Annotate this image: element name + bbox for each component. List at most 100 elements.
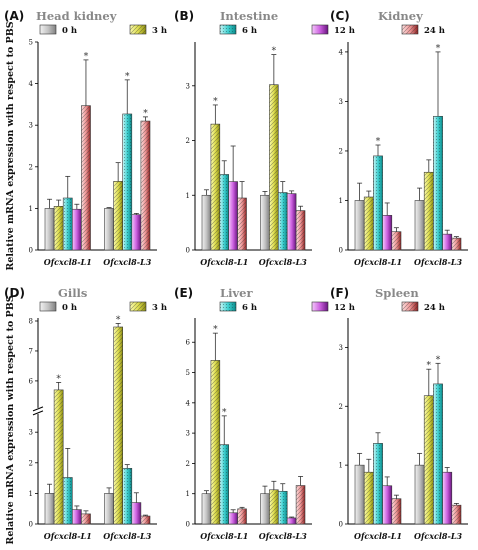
legend-item: 24 h [401, 24, 445, 36]
bar [72, 208, 82, 251]
bar-pattern [373, 155, 383, 250]
significance-marker: * [272, 47, 277, 57]
significance-marker: * [436, 355, 441, 365]
bar-pattern [140, 121, 150, 250]
chart-panel: (F) Spleen 0 1 2 3 Ofcxcl8-L1 Ofcxcl8-L3 * * [330, 286, 468, 541]
bar [131, 502, 142, 525]
significance-marker: * [222, 408, 227, 418]
panel-letter: (A) [4, 9, 24, 23]
y-tick-label: 3 [29, 122, 33, 130]
legend-label: 12 h [334, 26, 355, 36]
bar [260, 194, 270, 251]
bar-pattern [210, 360, 220, 524]
bar [286, 517, 297, 525]
bar-pattern [237, 198, 247, 250]
significance-marker: * [84, 52, 89, 62]
bar-pattern [364, 472, 374, 524]
bar-pattern [122, 468, 132, 524]
panel-letter: (D) [4, 286, 25, 300]
bar [442, 471, 453, 525]
chart-panel: (B) Intestine 0 1 2 3 Ofcxcl8-L1 * Ofcxcl8-L3 * [174, 9, 312, 267]
y-tick-label: 2 [339, 403, 343, 411]
chart-panel: (C) Kidney 0 1 2 3 4 Ofcxcl8-L1 * Ofcxcl8-L3 * [330, 9, 468, 267]
legend-item: 12 h [311, 301, 355, 313]
y-tick-label: 2 [186, 460, 190, 468]
bar [72, 509, 82, 525]
bar-pattern [433, 383, 443, 524]
panel-title: Spleen [375, 286, 419, 300]
bar-pattern [451, 505, 461, 524]
significance-marker: * [56, 374, 61, 384]
bar-pattern [451, 238, 461, 250]
y-tick-label: 2 [29, 459, 33, 467]
bar [228, 512, 238, 525]
y-tick-label: 3 [339, 344, 343, 352]
bar-pattern [113, 181, 123, 250]
y-tick-label: 7 [29, 347, 33, 355]
significance-marker: * [376, 137, 381, 147]
legend-label: 3 h [152, 303, 167, 313]
bar-pattern [296, 485, 305, 524]
bar [354, 464, 365, 525]
bar-pattern [278, 491, 288, 524]
legend-item: 6 h [219, 24, 257, 36]
bar-pattern [219, 444, 229, 524]
significance-marker: * [213, 97, 218, 107]
x-tick-label: Ofcxcl8-L3 [414, 257, 462, 267]
y-tick-label: 1 [29, 490, 33, 498]
y-tick-label: 0 [186, 247, 190, 255]
bar-pattern [391, 498, 401, 524]
significance-marker: * [125, 72, 130, 82]
bar-pattern [63, 477, 73, 524]
legend-item: 24 h [401, 301, 445, 313]
significance-marker: * [213, 325, 218, 335]
bar-pattern [81, 105, 91, 250]
axis-break-mark [32, 406, 44, 412]
y-tick-label: 1 [339, 462, 343, 470]
bar-pattern [391, 231, 401, 250]
legend-label: 3 h [152, 26, 167, 36]
bar-pattern [433, 116, 443, 251]
y-tick-label: 4 [186, 399, 191, 407]
panel-title: Intestine [220, 9, 278, 23]
legend-item: 0 h [39, 301, 77, 313]
legend-label: 6 h [242, 26, 257, 36]
x-tick-label: Ofcxcl8-L3 [259, 531, 307, 541]
bar [201, 194, 212, 251]
y-tick-label: 2 [186, 137, 190, 145]
y-tick-label: 3 [29, 429, 33, 437]
bar [442, 233, 453, 251]
legend-item: 6 h [219, 301, 257, 313]
y-tick-label: 2 [339, 147, 343, 155]
bar [44, 493, 55, 525]
y-tick-label: 5 [186, 369, 190, 377]
bar [131, 214, 142, 251]
significance-marker: * [427, 361, 432, 371]
y-tick-label: 6 [186, 339, 191, 347]
bar [382, 485, 393, 525]
bar [104, 208, 114, 251]
panel-letter: (C) [330, 9, 350, 23]
y-tick-label: 1 [186, 192, 190, 200]
bar-pattern [81, 513, 91, 524]
x-tick-label: Ofcxcl8-L1 [354, 257, 402, 267]
x-tick-label: Ofcxcl8-L3 [103, 531, 151, 541]
panel-title: Head kidney [36, 9, 117, 23]
legend-label: 24 h [424, 303, 445, 313]
bar [201, 493, 212, 525]
bar [382, 215, 393, 251]
bar-pattern [296, 210, 305, 250]
legend-label: 0 h [62, 26, 77, 36]
bar [414, 200, 425, 251]
y-axis-label: Relative mRNA expression with respect to… [5, 295, 16, 544]
bar [44, 208, 55, 251]
y-tick-label: 6 [29, 377, 34, 385]
y-tick-label: 2 [29, 163, 33, 171]
chart-panel: (E) Liver 0 1 2 3 4 5 6 Ofcxcl8-L1 * * Ofcxcl8-L3 [174, 286, 312, 541]
y-tick-label: 4 [29, 80, 34, 88]
legend-swatch [311, 301, 329, 312]
y-tick-label: 4 [339, 48, 344, 56]
bar-pattern [424, 172, 434, 250]
bar-pattern [278, 192, 288, 250]
x-tick-label: Ofcxcl8-L1 [44, 531, 92, 541]
